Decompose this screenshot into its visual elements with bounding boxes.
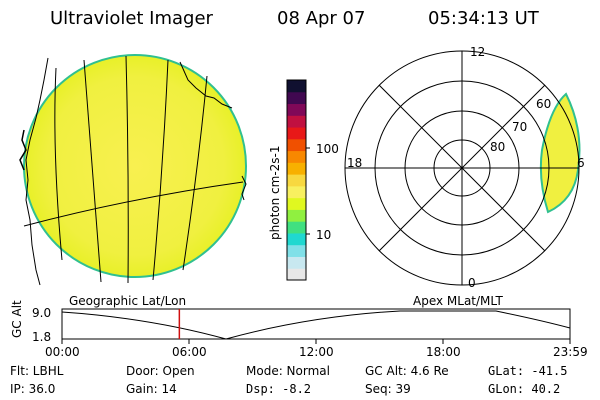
colorbar-segment bbox=[287, 150, 306, 163]
colorbar-segment bbox=[287, 80, 306, 93]
longitude-line bbox=[125, 55, 129, 284]
colorbar-segment bbox=[287, 103, 306, 116]
geographic-panel-label: Geographic Lat/Lon bbox=[69, 294, 187, 308]
status-mode: Mode: Normal bbox=[246, 364, 330, 378]
altitude-curve bbox=[61, 310, 571, 340]
colorbar-tick-label-10: 10 bbox=[316, 228, 332, 242]
colorbar-unit-label: photon cm-2s-1 bbox=[268, 145, 282, 241]
status-glat: GLat: -41.5 bbox=[488, 364, 568, 378]
geographic-image bbox=[19, 54, 247, 286]
mlt-label-right: 6 bbox=[577, 156, 585, 170]
lat-label-60: 60 bbox=[536, 97, 552, 111]
colorbar-segment bbox=[287, 268, 306, 281]
longitude-line bbox=[83, 59, 102, 283]
colorbar-segment bbox=[287, 138, 306, 152]
altitude-strip bbox=[61, 308, 571, 344]
time-tick-1800: 18:00 bbox=[426, 345, 461, 359]
polar-axis-diagonal bbox=[378, 84, 546, 252]
colorbar-segment bbox=[287, 197, 306, 210]
altitude-y-top: 9.0 bbox=[32, 306, 52, 320]
status-filter: Flt: LBHL bbox=[10, 364, 64, 378]
image-date: 08 Apr 07 bbox=[277, 8, 366, 29]
colorbar-segment bbox=[287, 91, 306, 105]
latitude-line bbox=[23, 181, 244, 227]
apex-panel-label: Apex MLat/MLT bbox=[413, 294, 503, 308]
status-door: Door: Open bbox=[126, 364, 195, 378]
colorbar-segment bbox=[287, 232, 306, 246]
time-tick-1200: 12:00 bbox=[299, 345, 334, 359]
mlt-label-left: 18 bbox=[347, 156, 363, 170]
image-time: 05:34:13 UT bbox=[428, 8, 539, 29]
lat-label-70: 70 bbox=[512, 120, 528, 134]
auroral-image bbox=[539, 92, 581, 214]
instrument-title: Ultraviolet Imager bbox=[50, 8, 213, 29]
colorbar-segment bbox=[287, 115, 306, 128]
status-glon: GLon: 40.2 bbox=[488, 382, 561, 396]
earth-disk bbox=[23, 54, 247, 278]
colorbar bbox=[287, 80, 306, 281]
longitude-line bbox=[182, 75, 208, 271]
colorbar-segment bbox=[287, 221, 306, 234]
altitude-axis-label: GC Alt bbox=[10, 300, 24, 338]
time-tick-2359: 23:59 bbox=[553, 345, 588, 359]
colorbar-segment bbox=[287, 256, 306, 269]
mlt-label-top: 12 bbox=[470, 45, 486, 59]
colorbar-segment bbox=[287, 162, 306, 175]
status-seq: Seq: 39 bbox=[365, 382, 411, 396]
colorbar-segment bbox=[287, 185, 306, 199]
time-tick-0600: 06:00 bbox=[172, 345, 207, 359]
coastline bbox=[25, 57, 49, 286]
lat-label-80: 80 bbox=[490, 140, 506, 154]
coastline bbox=[241, 175, 247, 201]
status-gain: Gain: 14 bbox=[126, 382, 177, 396]
polar-plot bbox=[344, 50, 581, 286]
coastline bbox=[19, 129, 27, 171]
altitude-frame bbox=[61, 308, 571, 340]
longitude-line bbox=[54, 67, 63, 261]
status-ip: IP: 36.0 bbox=[10, 382, 56, 396]
colorbar-segment bbox=[287, 244, 306, 257]
altitude-y-bottom: 1.8 bbox=[32, 330, 52, 344]
colorbar-tick-label-100: 100 bbox=[316, 142, 339, 156]
longitude-line bbox=[152, 59, 169, 281]
colorbar-segment bbox=[287, 127, 306, 140]
status-gc-alt: GC Alt: 4.6 Re bbox=[365, 364, 449, 378]
coastline bbox=[179, 61, 233, 109]
status-dsp: Dsp: -8.2 bbox=[246, 382, 312, 396]
colorbar-frame bbox=[286, 79, 307, 281]
mlt-label-bottom: 0 bbox=[468, 276, 476, 290]
colorbar-segment bbox=[287, 174, 306, 187]
colorbar-segment bbox=[287, 209, 306, 222]
time-tick-0000: 00:00 bbox=[45, 345, 80, 359]
